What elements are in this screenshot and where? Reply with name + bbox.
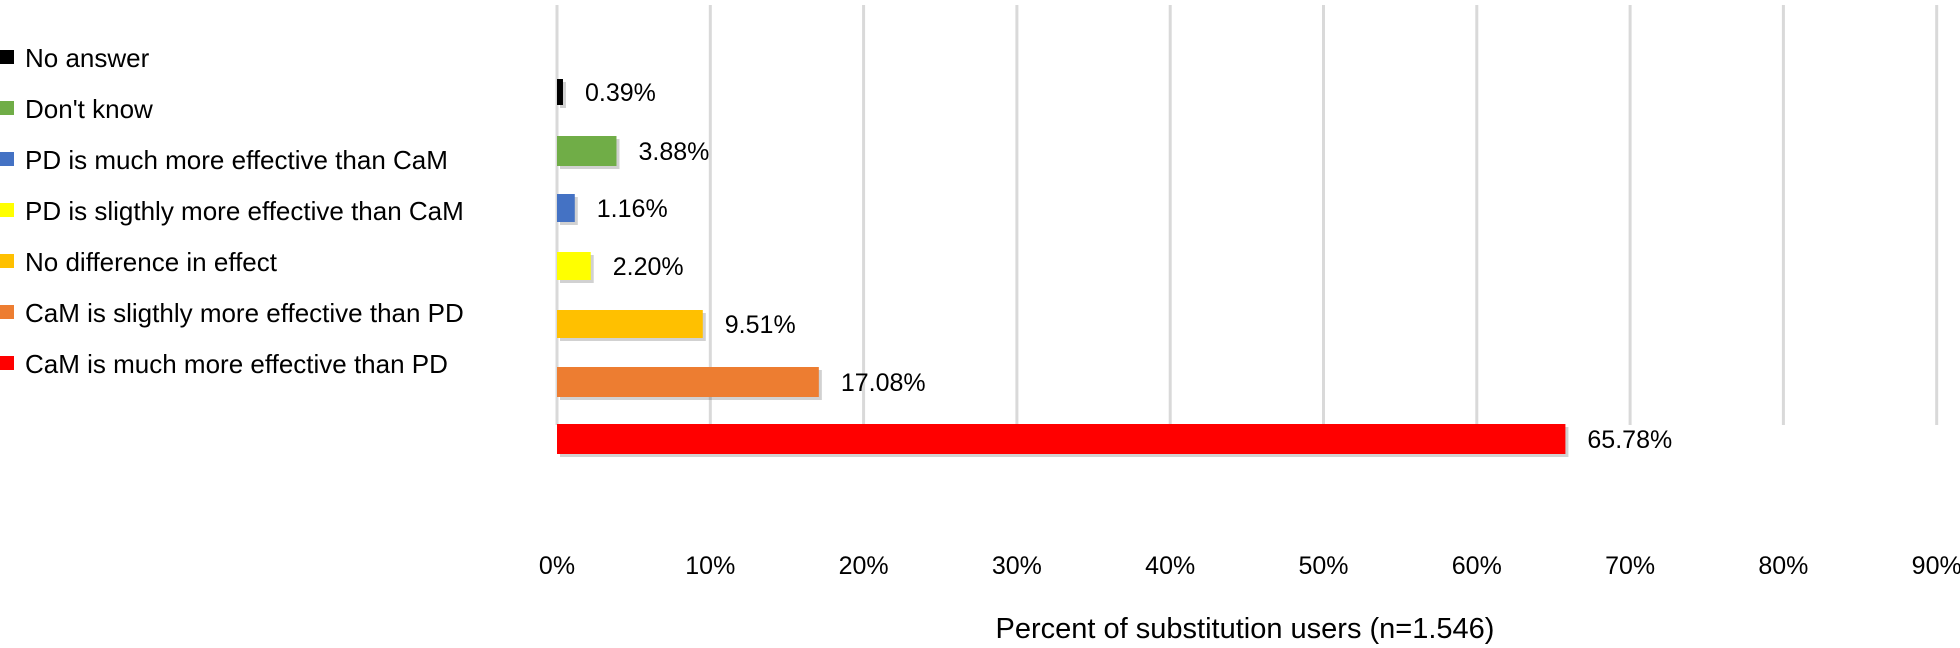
legend-label: No difference in effect bbox=[25, 247, 277, 277]
x-tick-label: 90% bbox=[1912, 552, 1960, 580]
bar bbox=[557, 424, 1566, 454]
bar bbox=[557, 367, 819, 397]
bar-shadow bbox=[560, 82, 566, 108]
bar bbox=[557, 194, 575, 222]
x-tick-label: 80% bbox=[1758, 552, 1808, 580]
bar bbox=[557, 136, 617, 166]
x-tick-label: 10% bbox=[685, 552, 735, 580]
data-label: 0.39% bbox=[585, 79, 656, 107]
legend-swatch bbox=[0, 254, 14, 268]
x-tick-label: 0% bbox=[539, 552, 575, 580]
x-tick-label: 50% bbox=[1298, 552, 1348, 580]
data-label: 1.16% bbox=[597, 195, 668, 223]
legend-label: PD is sligthly more effective than CaM bbox=[25, 196, 464, 226]
legend-swatch bbox=[0, 356, 14, 370]
data-label: 2.20% bbox=[613, 253, 684, 281]
bar bbox=[557, 79, 563, 105]
legend-swatch bbox=[0, 101, 14, 115]
legend-label: Don't know bbox=[25, 94, 153, 124]
bar bbox=[557, 310, 703, 338]
x-tick-label: 20% bbox=[839, 552, 889, 580]
legend-swatch bbox=[0, 50, 14, 64]
x-tick-label: 40% bbox=[1145, 552, 1195, 580]
bar bbox=[557, 252, 591, 280]
legend-label: CaM is much more effective than PD bbox=[25, 349, 448, 379]
data-label: 17.08% bbox=[841, 369, 926, 397]
data-label: 65.78% bbox=[1587, 426, 1672, 454]
legend-swatch bbox=[0, 305, 14, 319]
data-label: 3.88% bbox=[638, 138, 709, 166]
x-tick-label: 30% bbox=[992, 552, 1042, 580]
x-tick-label: 70% bbox=[1605, 552, 1655, 580]
legend-label: PD is much more effective than CaM bbox=[25, 145, 448, 175]
legend-swatch bbox=[0, 203, 14, 217]
x-axis-title: Percent of substitution users (n=1.546) bbox=[996, 613, 1495, 645]
legend-swatch bbox=[0, 152, 14, 166]
data-label: 9.51% bbox=[725, 311, 796, 339]
legend-label: No answer bbox=[25, 43, 150, 73]
legend-label: CaM is sligthly more effective than PD bbox=[25, 298, 464, 328]
x-tick-label: 60% bbox=[1452, 552, 1502, 580]
